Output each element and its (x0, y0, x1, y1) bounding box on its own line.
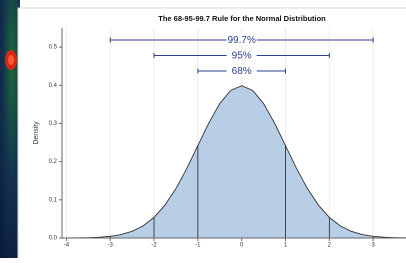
background-image-spot (8, 55, 14, 65)
chart: The 68-95-99.7 Rule for the Normal Distr… (0, 0, 406, 258)
y-tick-label: 0.0 (49, 236, 58, 242)
y-tick-label: 0.1 (49, 197, 58, 203)
interval-label: 95% (232, 51, 252, 62)
x-tick-label: -3 (108, 243, 114, 249)
page: The 68-95-99.7 Rule for the Normal Distr… (0, 0, 406, 258)
y-tick-label: 0.3 (49, 121, 58, 127)
x-tick-label: -2 (151, 243, 157, 249)
y-tick-label: 0.2 (49, 159, 58, 165)
background-image (0, 0, 20, 258)
y-axis-label: Density (33, 121, 40, 145)
y-tick-label: 0.4 (49, 83, 58, 89)
x-tick-label: -4 (64, 243, 70, 249)
interval-label: 68% (232, 66, 252, 77)
interval-label: 99.7% (227, 35, 255, 46)
chart-title: The 68-95-99.7 Rule for the Normal Distr… (158, 14, 326, 23)
x-tick-label: -1 (195, 243, 201, 249)
y-tick-label: 0.5 (49, 45, 58, 51)
